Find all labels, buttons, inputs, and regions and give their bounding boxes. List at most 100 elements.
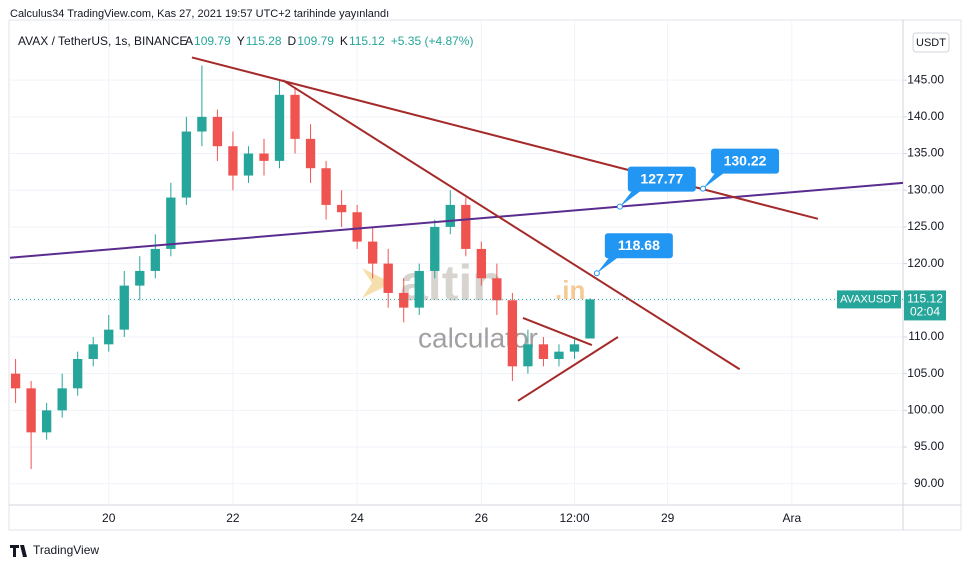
x-tick-label: 20 bbox=[102, 511, 116, 525]
candle-body bbox=[57, 388, 67, 411]
currency-button[interactable] bbox=[912, 32, 950, 53]
candle-body bbox=[150, 248, 160, 271]
candle-body bbox=[476, 248, 486, 279]
candle-body bbox=[166, 197, 176, 249]
candle-body bbox=[538, 344, 549, 359]
trend-line bbox=[9, 181, 904, 259]
candle-body bbox=[197, 116, 207, 132]
y-tick-label: 135.00 bbox=[907, 146, 944, 160]
symbol: AVAX / TetherUS, 1s, BINANCE bbox=[18, 34, 187, 48]
candle-body bbox=[274, 94, 285, 161]
candle-body bbox=[492, 278, 502, 301]
trend-line bbox=[191, 56, 819, 220]
callout-label: 118.68 bbox=[618, 237, 660, 253]
drawings: 118.68 127.77 130.22 bbox=[9, 56, 904, 402]
candle-body bbox=[212, 116, 223, 147]
ohlc-value: 115.12 bbox=[349, 34, 385, 48]
y-tick-label: 100.00 bbox=[907, 403, 944, 417]
candle-body bbox=[305, 138, 316, 169]
callout-box bbox=[711, 148, 780, 174]
candle-body bbox=[445, 204, 455, 227]
callout-point bbox=[700, 185, 707, 192]
x-tick-label: 22 bbox=[226, 511, 240, 525]
candle-body bbox=[104, 329, 114, 345]
callout-label: 130.22 bbox=[724, 152, 767, 168]
x-tick-label: 26 bbox=[475, 511, 489, 525]
callout-box bbox=[627, 166, 696, 192]
candle-body bbox=[181, 131, 192, 198]
candle-body bbox=[26, 388, 36, 433]
ohlc-key: Y bbox=[237, 34, 245, 48]
trend-line bbox=[517, 336, 619, 402]
price-tag-box bbox=[904, 290, 946, 321]
candles bbox=[10, 65, 595, 470]
watermark-sub: calculator bbox=[418, 322, 538, 353]
candle-body bbox=[352, 212, 362, 242]
ticker-tag: AVAXUSDT bbox=[840, 293, 898, 305]
price-tag: 115.12 bbox=[907, 292, 943, 306]
candle-body bbox=[430, 226, 440, 271]
candle-body bbox=[259, 153, 269, 161]
candle-body bbox=[368, 241, 378, 264]
frame bbox=[8, 19, 962, 531]
y-tick-label: 95.00 bbox=[914, 439, 944, 453]
ohlc-value: 109.79 bbox=[297, 34, 334, 48]
candle-body bbox=[569, 344, 580, 352]
ticker-tag-box bbox=[837, 290, 901, 309]
candle-body bbox=[135, 270, 145, 286]
candle-body bbox=[523, 344, 533, 367]
trend-line bbox=[282, 79, 741, 371]
candle-body bbox=[585, 299, 595, 339]
trend-line bbox=[522, 316, 593, 346]
candle-body bbox=[243, 153, 254, 176]
y-tick-label: 105.00 bbox=[907, 366, 944, 380]
ohlc-legend: A 109.79 Y 115.28 D 109.79 K 115.12 +5.35 (+4.87… bbox=[185, 34, 473, 48]
candle-body bbox=[399, 292, 409, 308]
candle-body bbox=[73, 358, 83, 389]
candle-body bbox=[290, 94, 300, 139]
callout-point bbox=[616, 203, 623, 210]
currency: USDT bbox=[916, 37, 946, 49]
logo bbox=[10, 545, 27, 557]
callout-tail bbox=[619, 188, 644, 207]
ohlc-key: A bbox=[185, 34, 193, 48]
y-tick-label: 125.00 bbox=[907, 219, 944, 233]
callout-point bbox=[593, 270, 600, 277]
y-tick-label: 140.00 bbox=[907, 109, 944, 123]
candle-body bbox=[414, 270, 424, 308]
footer: TradingView bbox=[10, 543, 99, 557]
candle-body bbox=[228, 146, 238, 176]
ohlc-value: 109.79 bbox=[194, 34, 231, 48]
x-tick-label: 29 bbox=[661, 511, 675, 525]
header: Calculus34 TradingView.com, Kas 27, 2021… bbox=[10, 8, 389, 20]
footer-text: TradingView bbox=[33, 543, 99, 557]
ohlc-value: 115.28 bbox=[246, 34, 282, 48]
callout-tail bbox=[596, 255, 621, 274]
candle-body bbox=[119, 285, 129, 330]
ohlc-key: D bbox=[288, 34, 297, 48]
change: +5.35 (+4.87%) bbox=[391, 34, 474, 48]
y-tick-label: 110.00 bbox=[908, 329, 944, 343]
watermark-icon bbox=[362, 268, 392, 298]
candle-body bbox=[461, 204, 471, 249]
countdown: 02:04 bbox=[910, 305, 940, 319]
callout-tail bbox=[703, 170, 728, 189]
callout-label: 127.77 bbox=[640, 170, 683, 186]
y-tick-label: 120.00 bbox=[907, 256, 944, 270]
y-tick-label: 90.00 bbox=[914, 476, 944, 490]
callout-box bbox=[604, 233, 673, 259]
candle-body bbox=[88, 344, 98, 359]
candle-body bbox=[383, 263, 393, 293]
y-tick-label: 130.00 bbox=[907, 182, 944, 196]
x-tick-label: 12:00 bbox=[559, 511, 589, 525]
x-tick-label: Ara bbox=[782, 511, 801, 525]
candle-body bbox=[336, 204, 347, 213]
candle-body bbox=[321, 168, 331, 205]
candle-body bbox=[554, 351, 564, 359]
candle-body bbox=[41, 410, 52, 433]
ohlc-key: K bbox=[340, 34, 348, 48]
y-tick-label: 145.00 bbox=[907, 72, 944, 86]
